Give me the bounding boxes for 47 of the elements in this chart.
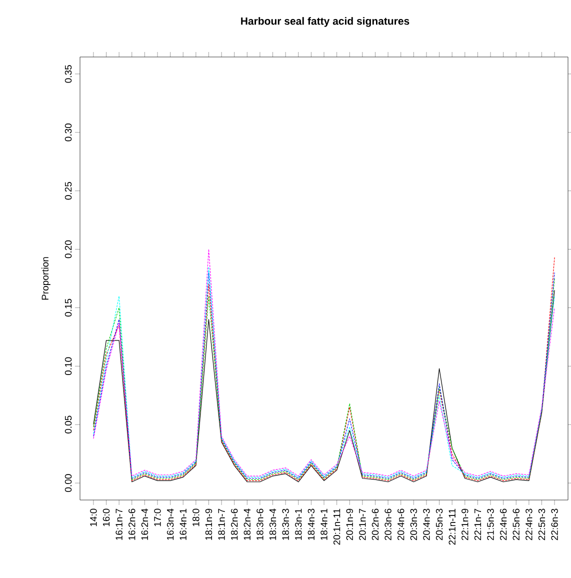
- x-tick-label: 22:1n-7: [474, 508, 482, 540]
- x-tick-label: 16:4n-1: [180, 508, 186, 540]
- x-tick-label: 22:5n-6: [512, 508, 520, 540]
- x-tick-label: 18:4n-1: [320, 508, 328, 540]
- y-axis-title: Proportion: [42, 257, 50, 300]
- x-tick-label: 22:1n-11: [448, 508, 456, 545]
- x-tick-label: 18:3n-1: [295, 508, 302, 540]
- x-tick-label: 16:2n-4: [141, 508, 148, 540]
- x-tick-label: 22:4n-6: [500, 508, 507, 540]
- x-tick-label: 17:0: [154, 508, 161, 526]
- x-tick-label: 18:3n-3: [282, 508, 289, 540]
- x-tick-label: 16:2n-6: [128, 508, 136, 540]
- x-tick-label: 20:3n-6: [384, 508, 392, 540]
- chart-title: Harbour seal fatty acid signatures: [241, 17, 410, 27]
- x-tick-label: 20:2n-6: [372, 508, 379, 540]
- x-tick-label: 18:3n-6: [256, 508, 264, 540]
- x-tick-label: 18:2n-4: [244, 508, 251, 540]
- y-tick-label: 0.35: [64, 65, 72, 83]
- x-tick-label: 18:1n-9: [205, 508, 212, 540]
- y-tick-label: 0.00: [64, 474, 72, 492]
- x-tick-label: 21:5n-3: [487, 508, 494, 540]
- y-tick-label: 0.15: [64, 298, 72, 317]
- x-tick-label: 16:0: [102, 508, 110, 526]
- x-tick-label: 20:4n-6: [397, 508, 404, 540]
- x-tick-label: 22:6n-3: [551, 508, 558, 540]
- x-tick-label: 14:0: [90, 508, 97, 526]
- y-tick-label: 0.10: [64, 357, 72, 376]
- x-tick-label: 18:4n-3: [308, 508, 315, 540]
- x-tick-label: 22:1n-9: [462, 508, 468, 540]
- y-tick-label: 0.30: [64, 124, 72, 142]
- x-tick-label: 20:4n-3: [423, 508, 430, 540]
- x-tick-label: 18:2n-6: [230, 508, 238, 540]
- x-tick-label: 20:1n-7: [359, 508, 366, 540]
- x-tick-label: 20:1n-11: [333, 508, 340, 545]
- x-tick-label: 22:4n-3: [526, 508, 532, 540]
- y-tick-label: 0.05: [64, 416, 72, 434]
- y-tick-label: 0.25: [64, 182, 72, 200]
- x-tick-label: 20:3n-3: [410, 508, 418, 540]
- x-tick-label: 20:5n-3: [436, 508, 443, 540]
- y-tick-label: 0.20: [64, 240, 72, 258]
- x-tick-label: 18:0: [192, 508, 200, 526]
- x-tick-label: 18:1n-7: [218, 508, 225, 540]
- x-tick-label: 22:5n-3: [538, 508, 546, 540]
- x-tick-label: 16:3n-4: [166, 508, 174, 540]
- x-tick-label: 18:3n-4: [269, 508, 276, 540]
- x-tick-label: 16:1n-7: [116, 508, 122, 540]
- x-tick-label: 20:1n-9: [346, 508, 353, 540]
